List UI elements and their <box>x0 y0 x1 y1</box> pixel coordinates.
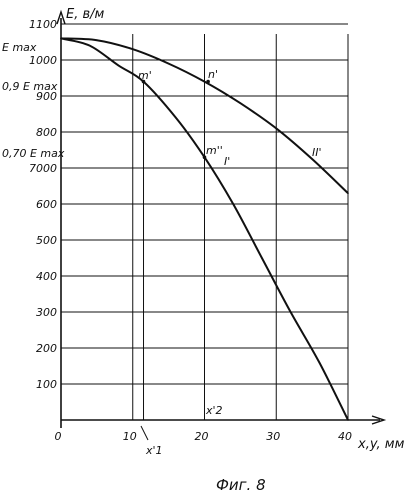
series-1-point <box>175 116 177 119</box>
series-2-point <box>311 158 313 160</box>
point-m2-marker <box>202 155 207 159</box>
x-tick-label: 40 <box>338 430 352 443</box>
series-1-point <box>289 311 292 313</box>
x-tick-label: 30 <box>266 430 280 443</box>
y-tick-label: 1100 <box>29 18 57 31</box>
y-axis-arrow <box>56 9 66 25</box>
series-1-point <box>232 203 234 205</box>
x-axis-title: x,y, мм <box>357 437 405 452</box>
x-tick-label: 0 <box>55 430 62 443</box>
series-2-point <box>203 80 206 83</box>
y-tick-label: 500 <box>36 234 57 247</box>
series-2-point <box>60 37 62 40</box>
y-tick-label: 7000 <box>29 162 57 175</box>
y-axis-title: E, в/м <box>66 7 105 22</box>
series-2-point <box>96 39 98 41</box>
x-tick-label: 10 <box>123 430 137 443</box>
series-1-point <box>347 419 349 421</box>
point-m1-label: m' <box>138 69 152 82</box>
y-tick-label: 800 <box>36 126 57 139</box>
series-2-point <box>131 48 134 50</box>
x1-marker <box>140 425 149 441</box>
y-tick-label: 300 <box>36 306 57 319</box>
y-tick-label: 600 <box>36 198 57 211</box>
e07-label: 0,70 E max <box>2 147 65 160</box>
curve2-label: II' <box>312 146 322 159</box>
point-m1-marker <box>141 79 146 84</box>
series-1-point <box>117 64 120 67</box>
series-2-point <box>239 102 242 104</box>
point-n1-marker <box>206 79 210 84</box>
x-axis-arrow <box>371 415 387 425</box>
series-2-point <box>167 62 170 65</box>
y-tick-labels: 100 200 300 400 500 600 7000 800 900 1000 1100 <box>29 18 57 391</box>
e09-label: 0,9 E max <box>2 80 58 93</box>
point-n1-label: n' <box>208 68 218 81</box>
series-1-point <box>88 44 91 47</box>
x-tick-labels: 0 10 20 30 40 <box>55 430 353 443</box>
y-tick-label: 1000 <box>29 54 57 67</box>
grid <box>61 23 349 420</box>
figure-caption: Фиг. 8 <box>216 476 266 494</box>
curves <box>60 37 349 421</box>
x2-label: x'2 <box>205 404 223 417</box>
y-tick-label: 100 <box>36 378 57 391</box>
series-1-point <box>261 257 263 259</box>
point-m2-label: m'' <box>206 144 223 157</box>
curve1-label: I' <box>224 155 230 168</box>
series-1-point <box>318 361 321 364</box>
x1-label: x'1 <box>145 444 163 457</box>
y-tick-label: 200 <box>36 342 57 355</box>
y-tick-label: 900 <box>36 90 57 103</box>
series-2-point <box>275 127 278 130</box>
x-tick-label: 20 <box>195 430 209 443</box>
series-2-point <box>347 192 349 194</box>
emax-label: E max <box>2 41 37 54</box>
y-tick-label: 400 <box>36 270 57 283</box>
